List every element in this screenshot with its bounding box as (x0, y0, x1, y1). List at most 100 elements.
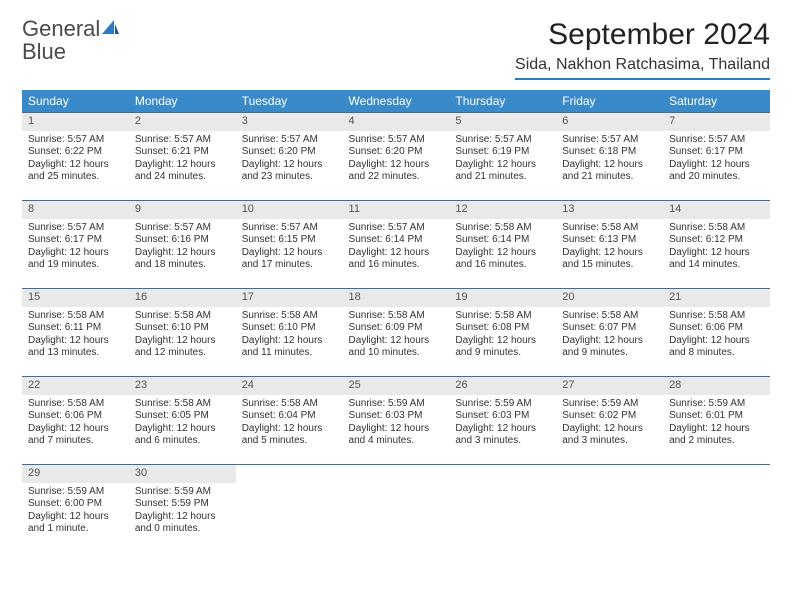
day-line: and 17 minutes. (242, 259, 337, 272)
day-line: and 6 minutes. (135, 435, 230, 448)
day-line: and 1 minute. (28, 523, 123, 536)
day-body: Sunrise: 5:57 AMSunset: 6:14 PMDaylight:… (343, 219, 450, 276)
day-number: 17 (236, 289, 343, 307)
day-body: Sunrise: 5:59 AMSunset: 6:01 PMDaylight:… (663, 395, 770, 452)
day-body: Sunrise: 5:57 AMSunset: 6:20 PMDaylight:… (236, 131, 343, 188)
day-body: Sunrise: 5:58 AMSunset: 6:06 PMDaylight:… (663, 307, 770, 364)
day-line: Sunset: 6:03 PM (455, 410, 550, 423)
day-body: Sunrise: 5:58 AMSunset: 6:05 PMDaylight:… (129, 395, 236, 452)
calendar-cell: 6Sunrise: 5:57 AMSunset: 6:18 PMDaylight… (556, 113, 663, 201)
day-line: and 21 minutes. (562, 171, 657, 184)
calendar-cell: 18Sunrise: 5:58 AMSunset: 6:09 PMDayligh… (343, 289, 450, 377)
day-line: and 9 minutes. (455, 347, 550, 360)
weekday-header: Tuesday (236, 90, 343, 113)
day-line: and 24 minutes. (135, 171, 230, 184)
calendar-cell: 10Sunrise: 5:57 AMSunset: 6:15 PMDayligh… (236, 201, 343, 289)
day-line: Sunset: 6:05 PM (135, 410, 230, 423)
day-body: Sunrise: 5:58 AMSunset: 6:09 PMDaylight:… (343, 307, 450, 364)
day-line: Daylight: 12 hours (455, 423, 550, 436)
day-line: Sunset: 6:10 PM (242, 322, 337, 335)
day-line: Sunset: 6:19 PM (455, 146, 550, 159)
day-line: Daylight: 12 hours (349, 423, 444, 436)
calendar-cell: 16Sunrise: 5:58 AMSunset: 6:10 PMDayligh… (129, 289, 236, 377)
calendar-cell: 5Sunrise: 5:57 AMSunset: 6:19 PMDaylight… (449, 113, 556, 201)
day-body: Sunrise: 5:57 AMSunset: 6:20 PMDaylight:… (343, 131, 450, 188)
day-line: Daylight: 12 hours (562, 423, 657, 436)
day-number: 13 (556, 201, 663, 219)
day-line: Daylight: 12 hours (669, 335, 764, 348)
day-line: Sunrise: 5:58 AM (562, 222, 657, 235)
calendar-cell: 24Sunrise: 5:58 AMSunset: 6:04 PMDayligh… (236, 377, 343, 465)
day-number: 16 (129, 289, 236, 307)
day-line: and 3 minutes. (562, 435, 657, 448)
day-body: Sunrise: 5:57 AMSunset: 6:18 PMDaylight:… (556, 131, 663, 188)
calendar-cell: 12Sunrise: 5:58 AMSunset: 6:14 PMDayligh… (449, 201, 556, 289)
day-line: Sunset: 6:06 PM (28, 410, 123, 423)
calendar-cell: 29Sunrise: 5:59 AMSunset: 6:00 PMDayligh… (22, 465, 129, 553)
day-line: Sunset: 6:16 PM (135, 234, 230, 247)
day-body: Sunrise: 5:57 AMSunset: 6:22 PMDaylight:… (22, 131, 129, 188)
day-line: Daylight: 12 hours (28, 247, 123, 260)
day-number: 14 (663, 201, 770, 219)
day-body: Sunrise: 5:58 AMSunset: 6:10 PMDaylight:… (236, 307, 343, 364)
day-line: Sunrise: 5:58 AM (455, 310, 550, 323)
day-body: Sunrise: 5:57 AMSunset: 6:21 PMDaylight:… (129, 131, 236, 188)
calendar-cell: 27Sunrise: 5:59 AMSunset: 6:02 PMDayligh… (556, 377, 663, 465)
calendar-cell (449, 465, 556, 553)
day-line: Daylight: 12 hours (562, 159, 657, 172)
day-line: and 21 minutes. (455, 171, 550, 184)
day-line: Sunset: 6:04 PM (242, 410, 337, 423)
calendar-table: Sunday Monday Tuesday Wednesday Thursday… (22, 90, 770, 553)
day-body: Sunrise: 5:58 AMSunset: 6:06 PMDaylight:… (22, 395, 129, 452)
day-line: Sunrise: 5:57 AM (349, 134, 444, 147)
day-line: Sunrise: 5:57 AM (669, 134, 764, 147)
day-line: Sunrise: 5:58 AM (135, 310, 230, 323)
day-line: Daylight: 12 hours (669, 423, 764, 436)
day-line: Daylight: 12 hours (242, 423, 337, 436)
day-number: 28 (663, 377, 770, 395)
weekday-header: Wednesday (343, 90, 450, 113)
calendar-cell: 4Sunrise: 5:57 AMSunset: 6:20 PMDaylight… (343, 113, 450, 201)
day-line: Daylight: 12 hours (242, 247, 337, 260)
calendar-row: 1Sunrise: 5:57 AMSunset: 6:22 PMDaylight… (22, 113, 770, 201)
day-line: and 25 minutes. (28, 171, 123, 184)
day-number: 4 (343, 113, 450, 131)
day-number: 30 (129, 465, 236, 483)
day-body: Sunrise: 5:58 AMSunset: 6:13 PMDaylight:… (556, 219, 663, 276)
day-line: Daylight: 12 hours (349, 335, 444, 348)
calendar-cell: 13Sunrise: 5:58 AMSunset: 6:13 PMDayligh… (556, 201, 663, 289)
day-line: and 23 minutes. (242, 171, 337, 184)
day-line: Sunset: 6:21 PM (135, 146, 230, 159)
day-body: Sunrise: 5:57 AMSunset: 6:16 PMDaylight:… (129, 219, 236, 276)
calendar-cell (343, 465, 450, 553)
day-line: Sunset: 6:18 PM (562, 146, 657, 159)
calendar-row: 29Sunrise: 5:59 AMSunset: 6:00 PMDayligh… (22, 465, 770, 553)
calendar-cell: 30Sunrise: 5:59 AMSunset: 5:59 PMDayligh… (129, 465, 236, 553)
day-number: 10 (236, 201, 343, 219)
day-number: 26 (449, 377, 556, 395)
calendar-cell (556, 465, 663, 553)
day-body: Sunrise: 5:58 AMSunset: 6:10 PMDaylight:… (129, 307, 236, 364)
day-line: Daylight: 12 hours (28, 335, 123, 348)
day-line: and 22 minutes. (349, 171, 444, 184)
day-line: Sunrise: 5:58 AM (242, 310, 337, 323)
calendar-cell: 14Sunrise: 5:58 AMSunset: 6:12 PMDayligh… (663, 201, 770, 289)
day-line: Sunset: 6:07 PM (562, 322, 657, 335)
day-line: Daylight: 12 hours (135, 247, 230, 260)
day-line: Sunrise: 5:58 AM (349, 310, 444, 323)
day-body: Sunrise: 5:58 AMSunset: 6:08 PMDaylight:… (449, 307, 556, 364)
day-line: Sunrise: 5:57 AM (135, 134, 230, 147)
day-line: Sunset: 6:17 PM (28, 234, 123, 247)
day-line: and 20 minutes. (669, 171, 764, 184)
weekday-header: Friday (556, 90, 663, 113)
day-line: Sunrise: 5:57 AM (242, 222, 337, 235)
day-line: Sunset: 6:22 PM (28, 146, 123, 159)
day-line: and 13 minutes. (28, 347, 123, 360)
day-line: Sunrise: 5:57 AM (28, 134, 123, 147)
header: General Blue September 2024 Sida, Nakhon… (22, 18, 770, 80)
day-body: Sunrise: 5:57 AMSunset: 6:19 PMDaylight:… (449, 131, 556, 188)
day-body: Sunrise: 5:58 AMSunset: 6:07 PMDaylight:… (556, 307, 663, 364)
day-line: Sunrise: 5:58 AM (135, 398, 230, 411)
day-line: Sunset: 6:09 PM (349, 322, 444, 335)
calendar-row: 15Sunrise: 5:58 AMSunset: 6:11 PMDayligh… (22, 289, 770, 377)
